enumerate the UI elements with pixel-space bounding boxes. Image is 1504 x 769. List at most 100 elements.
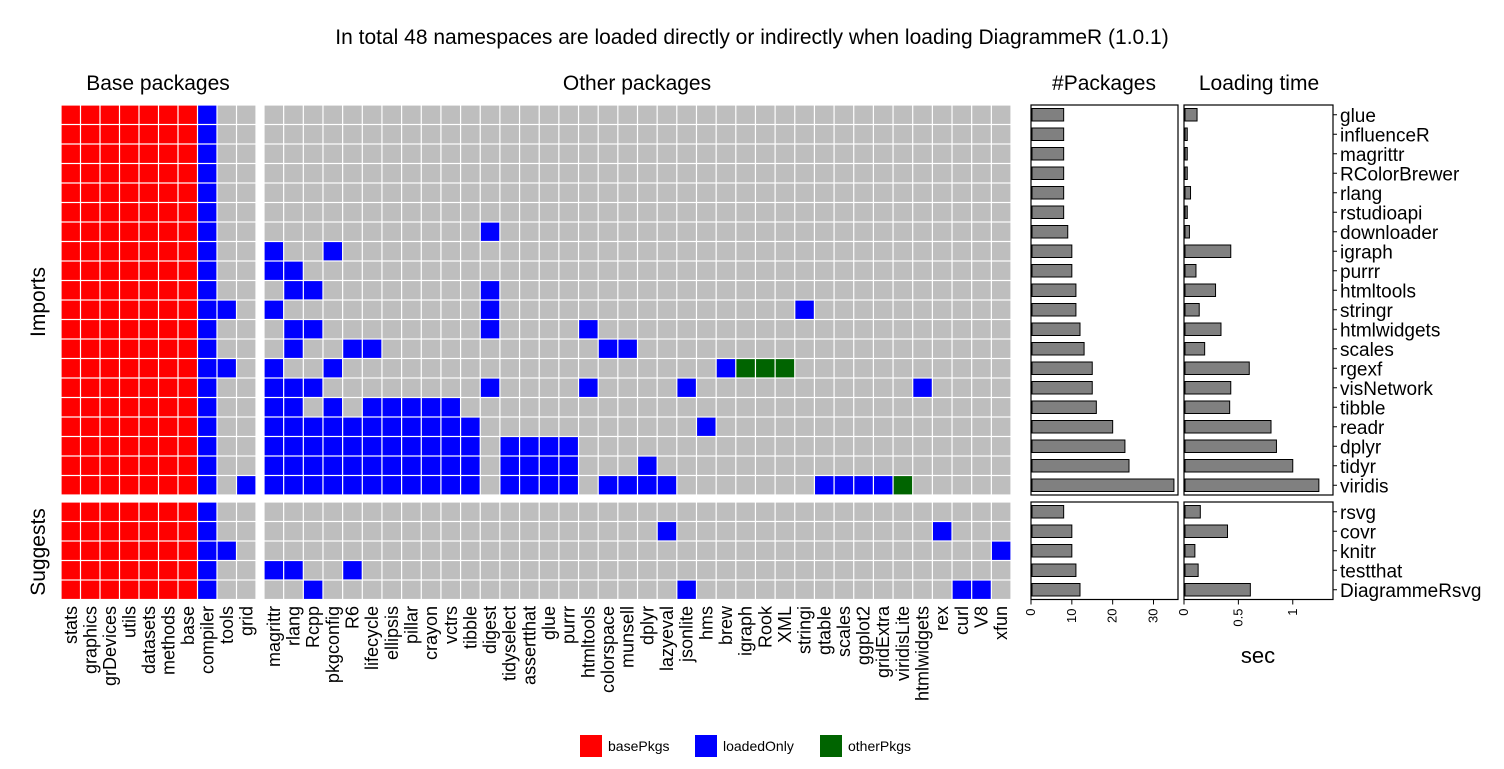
cell-rgexf-datasets — [139, 359, 158, 378]
cell-readr-rook — [756, 417, 775, 436]
cell-tibble-base — [178, 398, 197, 417]
cell-htmlwidgets-graphics — [81, 320, 100, 339]
cell-covr-rex — [932, 522, 952, 541]
cell-diagramme-rsvg-rex — [932, 580, 952, 599]
cell-tibble-ggplot2 — [854, 398, 873, 417]
cell-scales-htmltools — [579, 339, 598, 358]
cell-magrittr-scales — [834, 144, 854, 163]
cell-dplyr-ellipsis — [382, 437, 402, 456]
cell-magrittr-purrr — [559, 144, 578, 163]
cell-rsvg-ellipsis — [382, 502, 402, 521]
cell-htmlwidgets-ggplot2 — [854, 320, 873, 339]
column-label-rook: Rook — [755, 605, 775, 648]
cell-rsvg-stringi — [795, 502, 814, 521]
cell-rstudioapi-magrittr — [264, 203, 284, 222]
cell-scales-curl — [952, 339, 972, 358]
cell-scales-scales — [834, 339, 854, 358]
cell-tidyr-vctrs — [441, 456, 460, 475]
cell-purrr-lazyeval — [657, 261, 677, 280]
cell-rcolor-brewer-tidyselect — [500, 164, 519, 183]
cell-tidyr-tibble — [461, 456, 480, 475]
cell-dplyr-purrr — [559, 437, 578, 456]
bar-panel-frame — [1183, 104, 1334, 496]
bar-loading-sec-rstudioapi — [1184, 205, 1188, 219]
cell-glue-pillar — [402, 105, 421, 124]
cell-tidyr-gtable — [815, 456, 834, 475]
cell-diagramme-rsvg-tibble — [461, 580, 480, 599]
cell-tidyr-r6 — [343, 456, 362, 475]
cell-stringr-stringi — [795, 300, 814, 319]
cell-rstudioapi-scales — [834, 203, 854, 222]
cell-viridis-htmltools — [579, 476, 598, 495]
cell-diagramme-rsvg-assertthat — [520, 580, 539, 599]
cell-htmltools-compiler — [198, 281, 217, 300]
column-label-tidyselect: tidyselect — [500, 606, 520, 681]
cell-rcolor-brewer-htmlwidgets — [913, 164, 932, 183]
cell-tidyr-digest — [480, 456, 500, 475]
cell-covr-colorspace — [598, 522, 618, 541]
cell-tidyr-glue — [539, 456, 559, 475]
cell-testthat-tibble — [461, 561, 480, 580]
cell-vis-network-digest — [480, 378, 500, 397]
cell-purrr-grid-extra — [873, 261, 893, 280]
cell-htmltools-ellipsis — [382, 281, 402, 300]
bar-loading-sec-readr — [1184, 420, 1272, 434]
cell-diagramme-rsvg-gr-devices — [100, 580, 119, 599]
cell-dplyr-dplyr — [638, 437, 657, 456]
cell-rsvg-xml — [775, 502, 795, 521]
cell-knitr-rlang — [284, 541, 303, 560]
cell-tibble-assertthat — [520, 398, 539, 417]
cell-magrittr-grid — [237, 144, 256, 163]
cell-readr-brew — [716, 417, 736, 436]
cell-rlang-hms — [697, 183, 716, 202]
cell-diagramme-rsvg-pillar — [402, 580, 421, 599]
cell-rstudioapi-glue — [539, 203, 559, 222]
cell-tibble-grid-extra — [873, 398, 893, 417]
cell-purrr-hms — [697, 261, 716, 280]
cell-rstudioapi-pillar — [402, 203, 421, 222]
cell-purrr-tools — [217, 261, 236, 280]
cell-testthat-scales — [834, 561, 854, 580]
cell-glue-crayon — [421, 105, 441, 124]
cell-vis-network-ellipsis — [382, 378, 402, 397]
cell-vis-network-methods — [159, 378, 178, 397]
cell-dplyr-xfun — [991, 437, 1011, 456]
cell-rcolor-brewer-utils — [120, 164, 139, 183]
cell-knitr-colorspace — [598, 541, 618, 560]
cell-purrr-digest — [480, 261, 500, 280]
column-label-utils: utils — [119, 606, 139, 638]
cell-magrittr-colorspace — [598, 144, 618, 163]
cell-rlang-digest — [480, 183, 500, 202]
cell-stringr-base — [178, 300, 197, 319]
bar-loading-sec-diagramme-rsvg — [1184, 583, 1251, 597]
cell-testthat-crayon — [421, 561, 441, 580]
cell-rcolor-brewer-crayon — [421, 164, 441, 183]
cell-htmltools-igraph — [736, 281, 755, 300]
cell-htmltools-rook — [756, 281, 775, 300]
cell-stringr-hms — [697, 300, 716, 319]
cell-viridis-rex — [932, 476, 952, 495]
cell-tibble-lazyeval — [657, 398, 677, 417]
cell-rsvg-assertthat — [520, 502, 539, 521]
cell-stringr-lazyeval — [657, 300, 677, 319]
row-label-magrittr: magrittr — [1340, 145, 1405, 166]
cell-htmlwidgets-purrr — [559, 320, 578, 339]
bar-loading-sec-igraph — [1184, 244, 1232, 258]
bar-packages-viridis — [1031, 478, 1175, 492]
cell-viridis-glue — [539, 476, 559, 495]
cell-purrr-tibble — [461, 261, 480, 280]
cell-scales-rex — [932, 339, 952, 358]
cell-testthat-munsell — [618, 561, 637, 580]
cell-magrittr-curl — [952, 144, 972, 163]
cell-magrittr-base — [178, 144, 197, 163]
cell-tibble-crayon — [421, 398, 441, 417]
cell-igraph-stats — [61, 242, 80, 261]
cell-diagramme-rsvg-xfun — [991, 580, 1011, 599]
cell-igraph-munsell — [618, 242, 637, 261]
bar-packages-glue — [1031, 108, 1065, 122]
cell-rstudioapi-rcpp — [303, 203, 323, 222]
cell-testthat-tools — [217, 561, 236, 580]
cell-rgexf-r6 — [343, 359, 362, 378]
cell-diagramme-rsvg-base — [178, 580, 197, 599]
cell-tidyr-datasets — [139, 456, 158, 475]
